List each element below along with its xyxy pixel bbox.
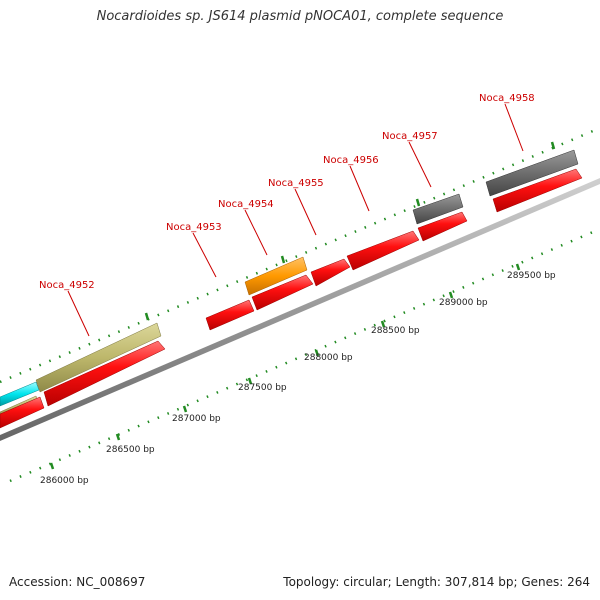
cds-arrow [251, 274, 314, 311]
gene-label-noca-4954: Noca_4954 [218, 199, 274, 210]
scale-label-288000: 288000 bp [304, 353, 353, 363]
map-title: Nocardioides sp. JS614 plasmid pNOCA01, … [96, 9, 504, 24]
cds-arrow [0, 396, 45, 429]
scale-label-287500: 287500 bp [238, 383, 287, 393]
accession-text: Accession: NC_008697 [9, 575, 146, 589]
cds-arrow [205, 299, 255, 331]
cds-arrow [492, 168, 583, 213]
scale-label-289500: 289500 bp [507, 271, 556, 281]
backbone-line [0, 178, 600, 441]
scale-label-286000: 286000 bp [40, 476, 89, 486]
cds-arrow [43, 340, 166, 407]
cds-arrow [310, 258, 351, 287]
feature-cyan [0, 381, 40, 407]
gene-label-noca-4952: Noca_4952 [39, 280, 95, 291]
cds-track [0, 168, 583, 429]
gene-label-noca-4958: Noca_4958 [479, 93, 535, 104]
gene-leader-lines [67, 103, 524, 337]
cds-arrow [346, 230, 420, 271]
feature-orange [244, 256, 308, 296]
cds-arrow [417, 211, 468, 242]
scale-label-289000: 289000 bp [439, 298, 488, 308]
outer-tick-track [0, 126, 600, 384]
gene-label-noca-4953: Noca_4953 [166, 222, 222, 233]
topology-summary: Topology: circular; Length: 307,814 bp; … [283, 575, 590, 589]
scale-major-ticks [49, 263, 521, 470]
outer-major-ticks [144, 141, 556, 321]
feature-gray-2 [485, 149, 579, 197]
scale-label-287000: 287000 bp [172, 414, 221, 424]
feature-gray-1 [412, 193, 464, 225]
scale-label-288500: 288500 bp [371, 326, 420, 336]
feature-olive [35, 322, 162, 393]
scale-label-286500: 286500 bp [106, 445, 155, 455]
gene-label-noca-4956: Noca_4956 [323, 155, 379, 166]
gene-label-noca-4955: Noca_4955 [268, 178, 324, 189]
gene-label-noca-4957: Noca_4957 [382, 131, 438, 142]
